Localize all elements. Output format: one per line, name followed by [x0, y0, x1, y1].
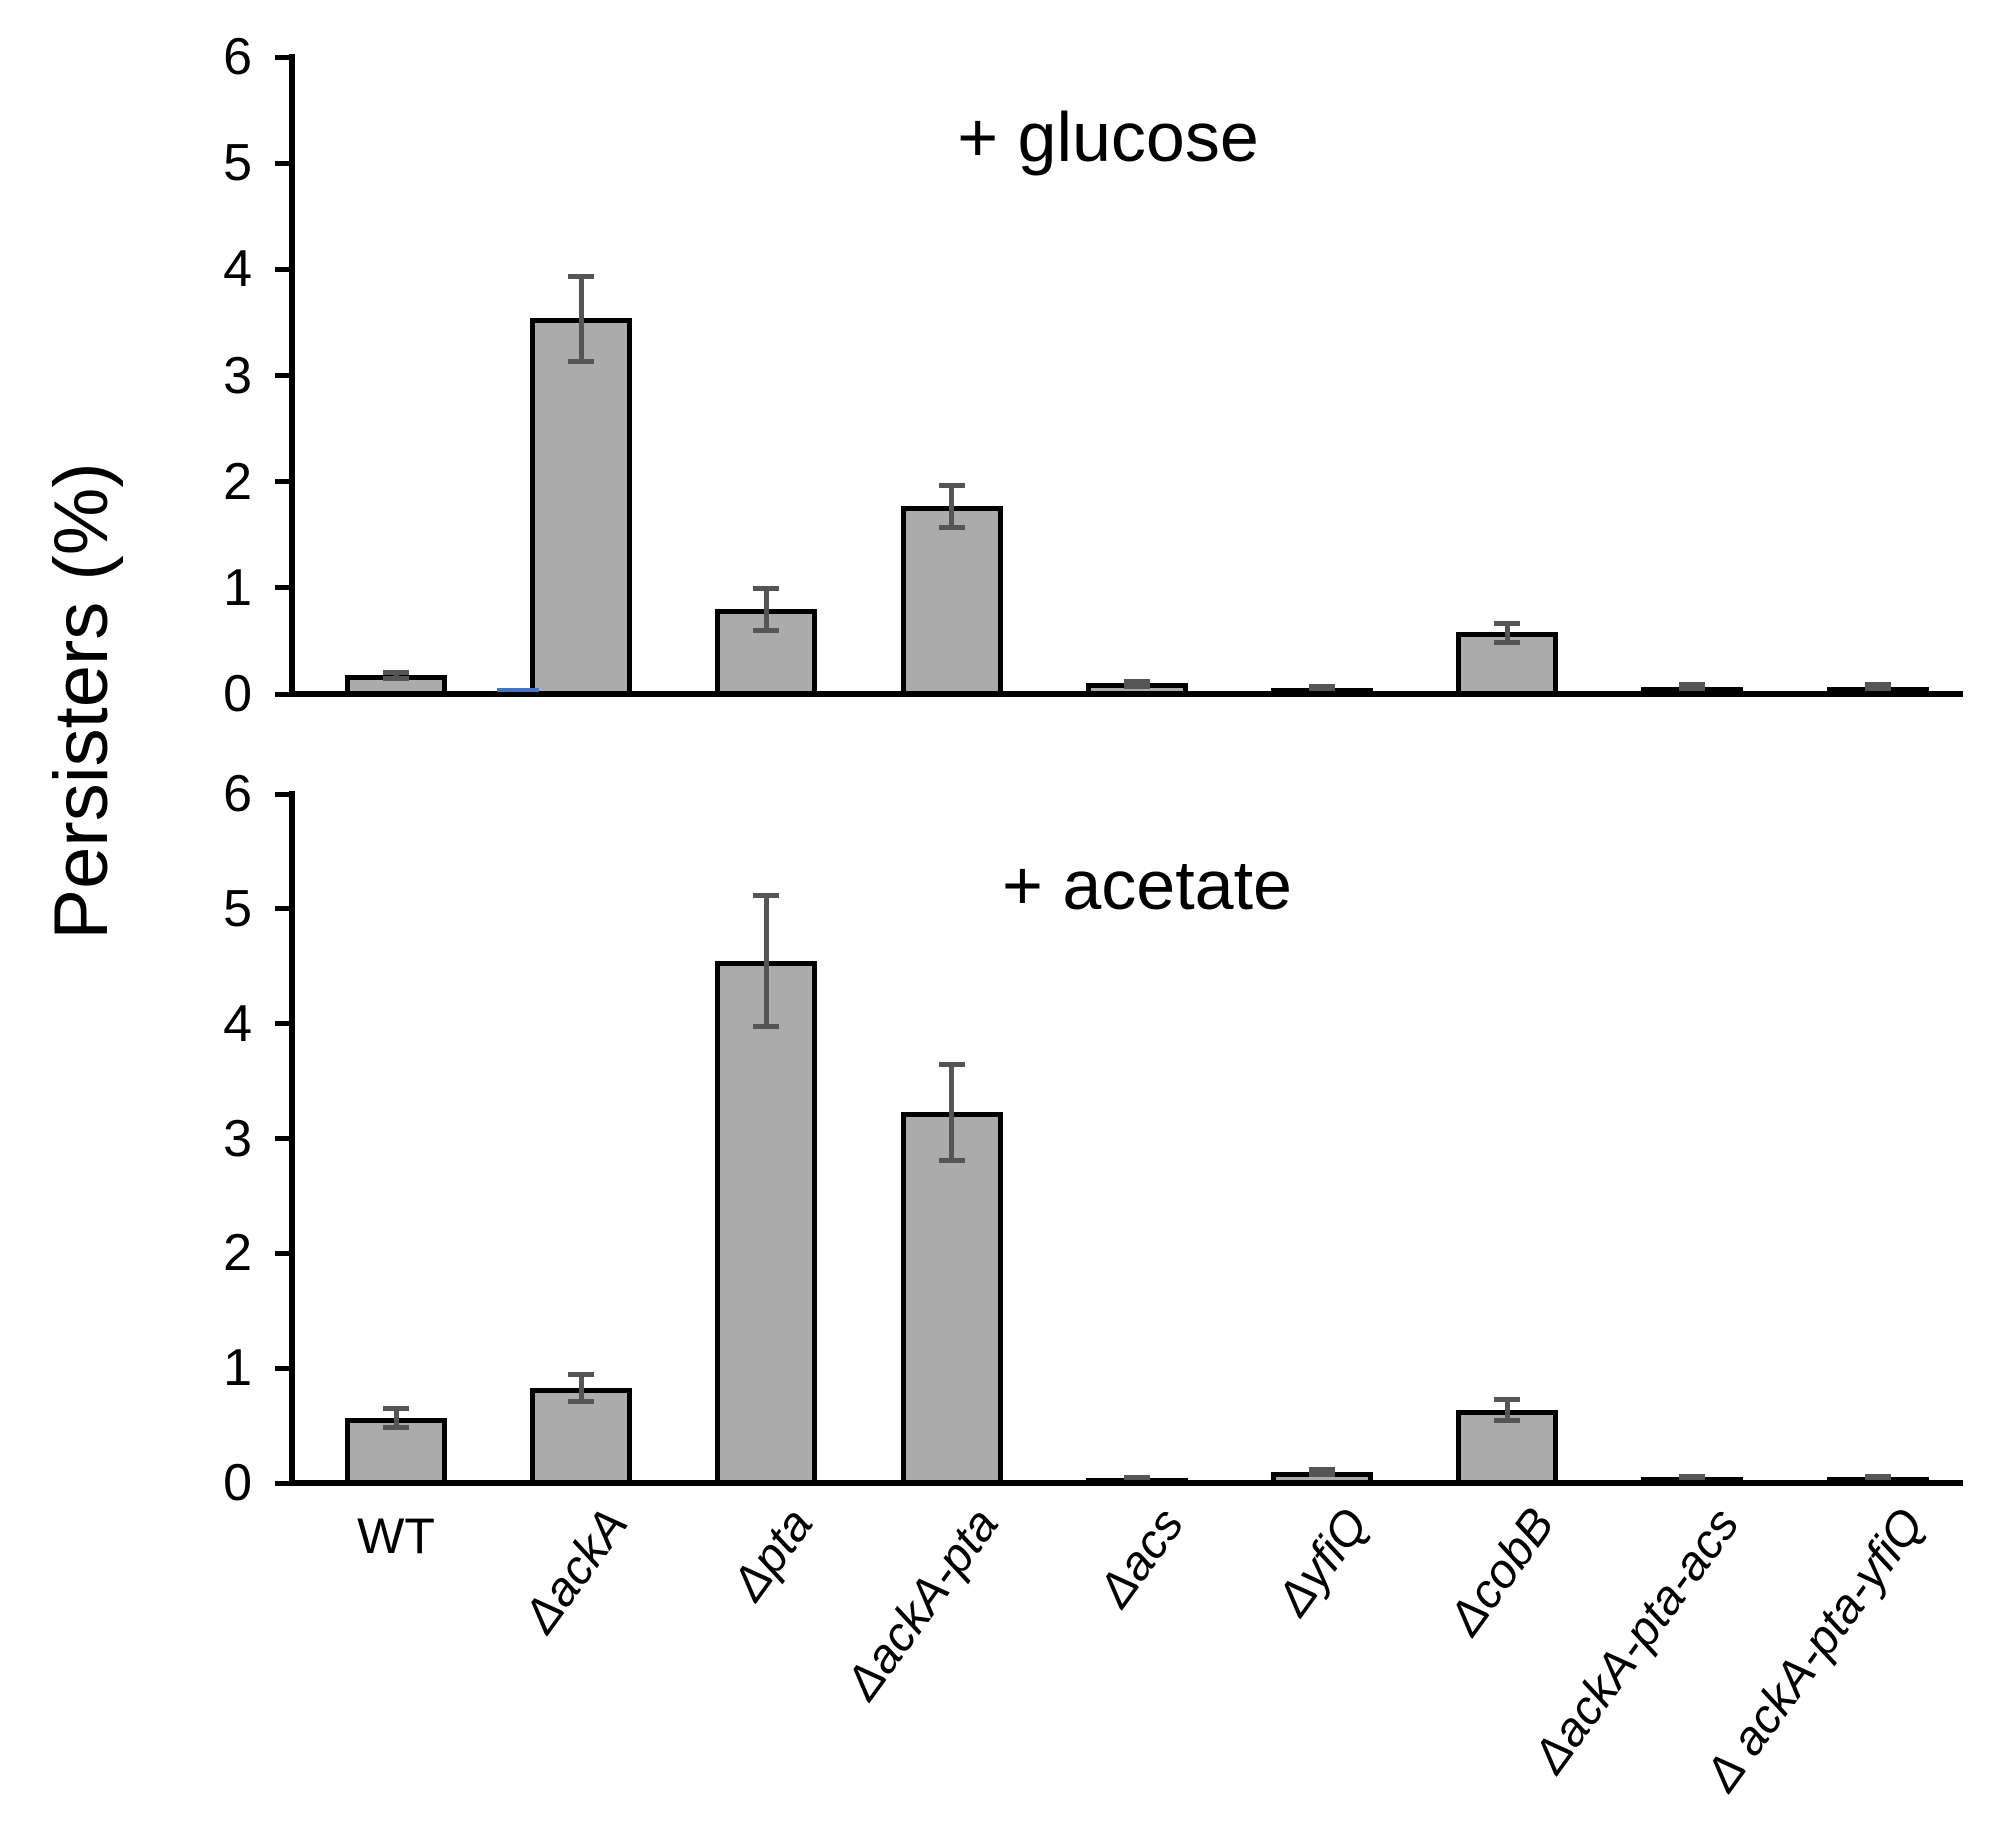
error-bar-cap [1309, 1467, 1335, 1473]
error-bar-cap [753, 893, 780, 899]
panel-title-glucose: + glucose [957, 98, 1259, 176]
y-tick-label: 1 [223, 1339, 252, 1398]
x-axis-line [289, 691, 1963, 697]
error-bar-cap [1864, 682, 1891, 688]
y-tick-label: 2 [223, 1224, 252, 1283]
x-label-2: Δpta [722, 1498, 824, 1611]
error-bar-cap [1309, 1471, 1335, 1477]
error-bar-whisker [949, 1063, 955, 1161]
error-bar-whisker [763, 587, 769, 631]
y-tick-label: 0 [223, 1454, 252, 1512]
error-bar-whisker [393, 671, 399, 679]
y-tick-label: 3 [223, 1109, 252, 1168]
stray-blue-artifact [497, 688, 539, 692]
error-bar-cap [383, 669, 409, 675]
y-tick-label: 1 [223, 558, 252, 617]
y-tick [275, 1021, 289, 1027]
error-bar-cap [1494, 620, 1521, 626]
bar-acetate-2 [715, 960, 818, 1483]
error-bar-cap [753, 585, 780, 591]
y-tick [275, 479, 289, 485]
error-bar-cap [383, 676, 409, 682]
error-bar-cap [1309, 683, 1335, 689]
error-bar-cap [383, 1406, 409, 1412]
y-axis-line [289, 791, 295, 1486]
error-bar-cap [568, 1371, 595, 1377]
x-label-5: ΔyfiQ [1267, 1498, 1380, 1626]
error-bar-cap [568, 358, 595, 364]
error-bar-cap [938, 1158, 965, 1164]
y-tick-label: 6 [223, 28, 252, 86]
y-tick-label: 0 [223, 665, 252, 723]
error-bar-cap [1864, 1476, 1891, 1482]
error-bar-cap [568, 1399, 595, 1405]
error-bar-cap [753, 1023, 780, 1029]
x-axis-line [289, 1480, 1963, 1486]
y-tick [275, 585, 289, 591]
y-tick [275, 1480, 289, 1486]
error-bar-cap [1309, 687, 1335, 693]
bar-glucose-3 [900, 506, 1003, 694]
error-bar-whisker [1504, 1399, 1510, 1420]
error-bar-cap [1123, 679, 1150, 685]
error-bar-cap [753, 628, 780, 634]
error-bar-cap [383, 1424, 409, 1430]
y-tick [275, 691, 289, 697]
bar-acetate-3 [900, 1112, 1003, 1483]
y-tick [275, 906, 289, 912]
y-tick [275, 1250, 289, 1256]
x-label-6: ΔcobB [1438, 1498, 1565, 1645]
y-tick-label: 4 [223, 994, 252, 1053]
y-tick [275, 373, 289, 378]
x-label-3: ΔackA-pta [835, 1498, 1009, 1710]
error-bar-whisker [763, 895, 769, 1026]
x-label-0: WT [357, 1508, 435, 1564]
error-bar-cap [1679, 682, 1706, 688]
error-bar-whisker [949, 484, 955, 528]
y-tick-label: 6 [223, 765, 252, 823]
error-bar-cap [1494, 1397, 1521, 1403]
error-bar-cap [938, 525, 965, 531]
y-tick-label: 5 [223, 134, 252, 193]
error-bar-cap [1123, 683, 1150, 689]
y-tick-label: 5 [223, 879, 252, 938]
error-bar-cap [938, 1061, 965, 1067]
error-bar-cap [1494, 1417, 1521, 1423]
error-bar-whisker [393, 1408, 399, 1427]
bar-glucose-1 [530, 318, 633, 694]
y-tick [275, 266, 289, 272]
y-tick [275, 1136, 289, 1141]
error-bar-cap [1494, 639, 1521, 645]
y-tick-label: 3 [223, 346, 252, 405]
y-tick [275, 1365, 289, 1371]
y-tick [275, 160, 289, 166]
error-bar-whisker [1504, 622, 1510, 642]
panel-title-acetate: + acetate [1002, 846, 1292, 924]
error-bar-cap [1679, 1476, 1706, 1482]
error-bar-whisker [578, 1373, 584, 1402]
y-tick [275, 54, 289, 60]
y-tick [275, 791, 289, 797]
y-tick-label: 2 [223, 452, 252, 511]
error-bar-cap [1864, 686, 1891, 692]
x-label-4: Δacs [1088, 1498, 1195, 1617]
y-tick-label: 4 [223, 240, 252, 299]
error-bar-cap [1679, 686, 1706, 692]
y-axis-line [289, 54, 295, 697]
error-bar-whisker [578, 275, 584, 361]
x-label-1: ΔackA [513, 1498, 639, 1643]
error-bar-cap [568, 273, 595, 279]
error-bar-cap [938, 482, 965, 488]
